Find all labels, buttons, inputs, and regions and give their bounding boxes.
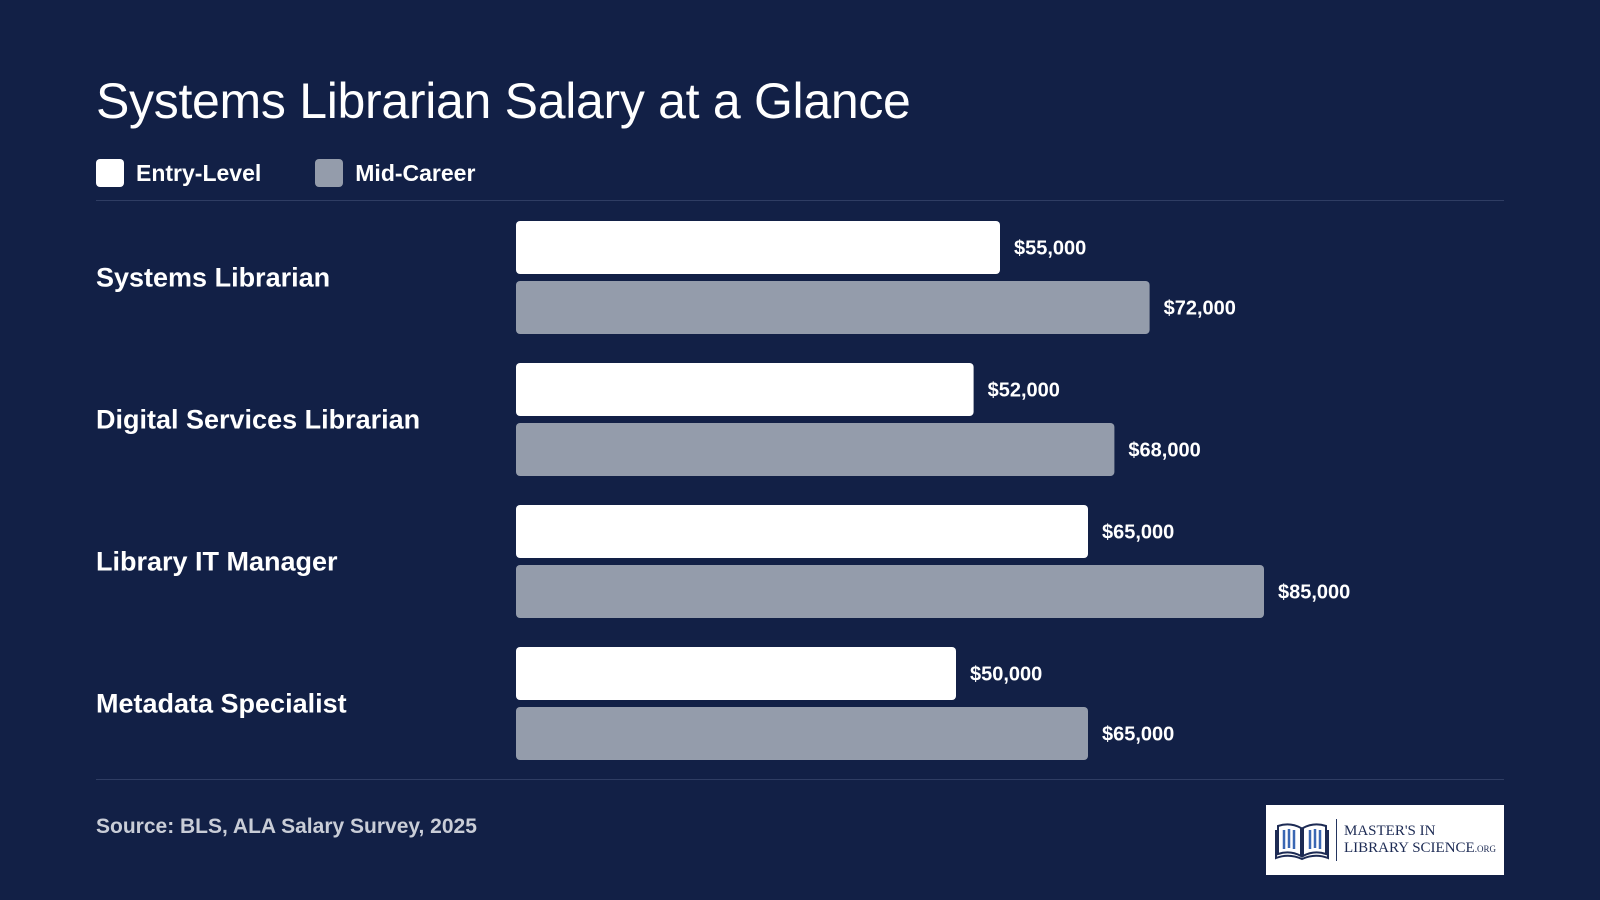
- logo-line-2: LIBRARY SCIENCE.ORG: [1344, 840, 1496, 858]
- category-label-library-it-manager: Library IT Manager: [96, 547, 338, 577]
- legend-swatch-entry-level: [96, 159, 124, 187]
- bar-mid-career-systems-librarian: [516, 281, 1150, 334]
- value-label-entry-level-metadata-specialist: $50,000: [970, 664, 1042, 686]
- value-label-mid-career-systems-librarian: $72,000: [1164, 298, 1236, 320]
- value-label-entry-level-digital-services-librarian: $52,000: [988, 380, 1060, 402]
- legend-label-entry-level: Entry-Level: [136, 159, 262, 186]
- bar-entry-level-library-it-manager: [516, 505, 1088, 558]
- divider-bottom: [96, 779, 1504, 780]
- bar-entry-level-systems-librarian: [516, 221, 1000, 274]
- legend: Entry-Level Mid-Career: [96, 159, 529, 187]
- divider-top: [96, 200, 1504, 201]
- legend-swatch-mid-career: [315, 159, 344, 187]
- value-label-entry-level-systems-librarian: $55,000: [1014, 238, 1086, 260]
- bar-entry-level-metadata-specialist: [516, 647, 956, 700]
- bar-entry-level-digital-services-librarian: [516, 363, 974, 416]
- logo-wordmark: MASTER'S IN LIBRARY SCIENCE.ORG: [1344, 823, 1496, 858]
- bar-mid-career-digital-services-librarian: [516, 423, 1115, 476]
- logo-divider: [1336, 819, 1337, 861]
- bar-mid-career-metadata-specialist: [516, 707, 1088, 760]
- logo-suffix: .ORG: [1474, 843, 1496, 854]
- brand-logo: MASTER'S IN LIBRARY SCIENCE.ORG: [1266, 805, 1504, 875]
- legend-item-mid-career: Mid-Career: [315, 159, 475, 187]
- logo-line-1: MASTER'S IN: [1344, 822, 1436, 839]
- value-label-mid-career-metadata-specialist: $65,000: [1102, 724, 1174, 746]
- legend-label-mid-career: Mid-Career: [355, 159, 476, 186]
- source-note: Source: BLS, ALA Salary Survey, 2025: [96, 815, 477, 838]
- category-label-metadata-specialist: Metadata Specialist: [96, 689, 347, 719]
- legend-item-entry-level: Entry-Level: [96, 159, 261, 187]
- category-label-systems-librarian: Systems Librarian: [96, 263, 330, 293]
- chart-title: Systems Librarian Salary at a Glance: [96, 73, 911, 129]
- value-label-mid-career-digital-services-librarian: $68,000: [1128, 440, 1200, 462]
- value-label-mid-career-library-it-manager: $85,000: [1278, 582, 1350, 604]
- category-label-digital-services-librarian: Digital Services Librarian: [96, 405, 420, 435]
- bar-mid-career-library-it-manager: [516, 565, 1264, 618]
- logo-line-2-text: LIBRARY SCIENCE: [1344, 839, 1475, 856]
- value-label-entry-level-library-it-manager: $65,000: [1102, 522, 1174, 544]
- open-book-icon: [1275, 823, 1329, 861]
